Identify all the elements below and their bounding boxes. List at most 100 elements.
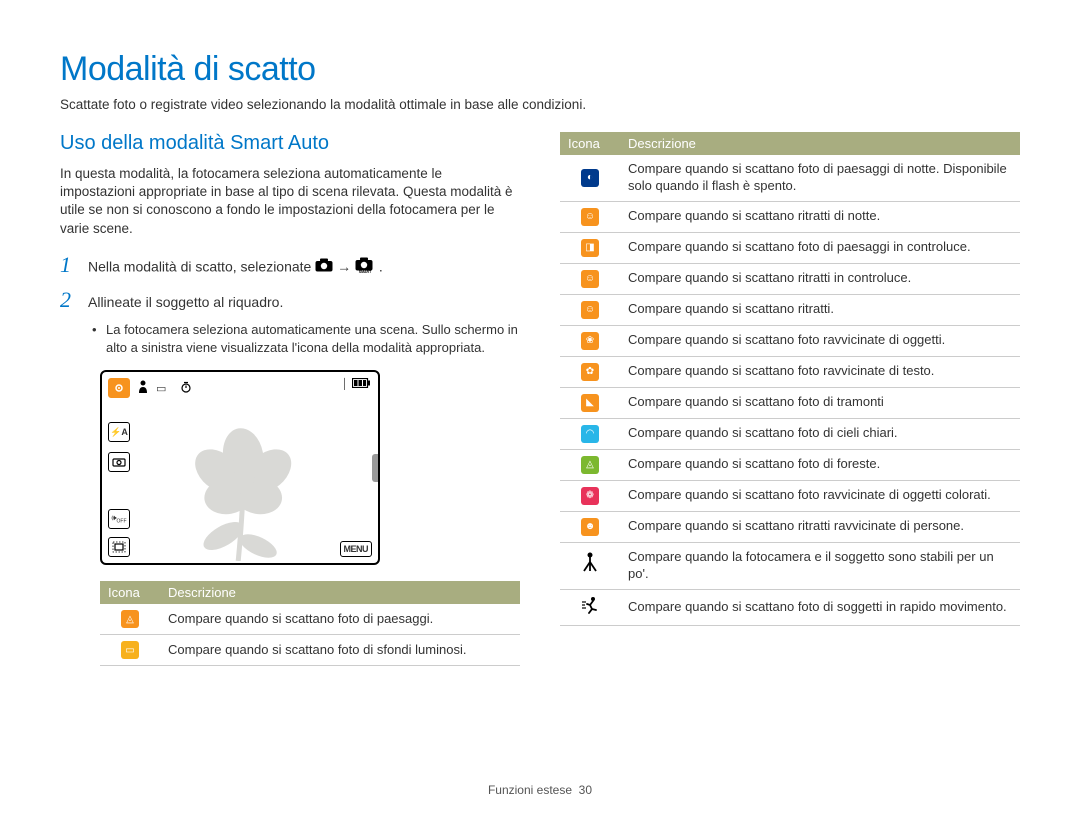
left-column: Uso della modalità Smart Auto In questa … [60,132,520,666]
desc-cell: Compare quando la fotocamera e il sogget… [620,542,1020,589]
camera-smart-icon: SMART [355,257,375,279]
icon-cell: ☻ [560,511,620,542]
desc-cell: Compare quando si scattano foto di paesa… [620,155,1020,201]
icon-cell: ◨ [560,232,620,263]
icon-cell: ☺ [560,263,620,294]
table-header-desc: Descrizione [620,132,1020,155]
macro-mode-icon [108,378,130,398]
footer-page-number: 30 [579,783,592,797]
table-row: Compare quando la fotocamera e il sogget… [560,542,1020,589]
scene-icon: ◣ [581,394,599,412]
desc-cell: Compare quando si scattano ritratti. [620,294,1020,325]
desc-cell: Compare quando si scattano foto di sfond… [160,635,520,666]
icon-cell: ◐ [560,155,620,201]
step-bullet: La fotocamera seleziona automaticamente … [106,321,520,356]
scene-icon: ☻ [581,518,599,536]
table-row: ❁ Compare quando si scattano foto ravvici… [560,480,1020,511]
step-2: 2 Allineate il soggetto al riquadro. [60,287,520,313]
table-header-icon: Icona [100,581,160,604]
page-title: Modalità di scatto [60,50,1020,89]
desc-cell: Compare quando si scattano ritratti in c… [620,263,1020,294]
scene-icon: ☺ [581,270,599,288]
sound-off-icon: 🕪OFF [108,509,130,529]
flash-auto-icon: ⚡A [108,422,130,442]
table-row: ☺ Compare quando si scattano ritratti in … [560,263,1020,294]
icon-cell: ◠ [560,418,620,449]
svg-text:SMART: SMART [359,270,372,273]
scene-icon: ☺ [581,208,599,226]
right-icon-table: Icona Descrizione ◐ Compare quando si sca… [560,132,1020,626]
icon-cell: ❀ [560,325,620,356]
desc-cell: Compare quando si scattano foto ravvicin… [620,480,1020,511]
icon-cell: ☺ [560,294,620,325]
table-row: ◬Compare quando si scattano foto di fore… [560,449,1020,480]
scene-icon: ◐ [581,169,599,187]
desc-cell: Compare quando si scattano foto di paesa… [620,232,1020,263]
left-icon-table: Icona Descrizione ◬ Compare quando si sca… [100,581,520,666]
right-column: Icona Descrizione ◐ Compare quando si sca… [560,132,1020,666]
table-row: ◐ Compare quando si scattano foto di paes… [560,155,1020,201]
camera-switch-icon [108,452,130,472]
camera-icon [315,258,333,278]
person-indicator-icon [138,380,148,397]
scene-icon: ❁ [581,487,599,505]
table-row: ◨ Compare quando si scattano foto di paes… [560,232,1020,263]
icon-cell [560,542,620,589]
table-row: ✿ Compare quando si scattano foto ravvici… [560,356,1020,387]
step-text: Allineate il soggetto al riquadro. [88,293,283,313]
scene-icon: ▭ [121,641,139,659]
battery-icon [352,378,370,391]
page-subtitle: Scattate foto o registrate video selezio… [60,97,1020,112]
icon-cell: ◬ [560,449,620,480]
icon-cell: ❁ [560,480,620,511]
motion-icon [581,601,599,618]
icon-cell: ✿ [560,356,620,387]
desc-cell: Compare quando si scattano ritratti di n… [620,201,1020,232]
desc-cell: Compare quando si scattano foto ravvicin… [620,356,1020,387]
timer-icon [180,381,192,396]
section-title: Uso della modalità Smart Auto [60,132,520,155]
drawer-handle [372,454,380,482]
table-row: ❀ Compare quando si scattano foto ravvici… [560,325,1020,356]
scene-icon: ◠ [581,425,599,443]
desc-cell: Compare quando si scattano foto di paesa… [160,604,520,635]
step-1: 1 Nella modalità di scatto, selezionate … [60,252,520,279]
table-row: ☻ Compare quando si scattano ritratti rav… [560,511,1020,542]
table-header-icon: Icona [560,132,620,155]
table-row: ☺ Compare quando si scattano ritratti di … [560,201,1020,232]
icon-cell [560,589,620,626]
scene-icon: ◬ [121,610,139,628]
scene-icon: ✿ [581,363,599,381]
desc-cell: Compare quando si scattano foto di tramo… [620,387,1020,418]
step-number: 2 [60,287,88,313]
intro-paragraph: In questa modalità, la fotocamera selezi… [60,165,520,238]
page-footer: Funzioni estese 30 [0,783,1080,797]
two-column-layout: Uso della modalità Smart Auto In questa … [60,132,1020,666]
desc-cell: Compare quando si scattano foto ravvicin… [620,325,1020,356]
table-row: ◬ Compare quando si scattano foto di paes… [100,604,520,635]
table-row: ◣ Compare quando si scattano foto di tram… [560,387,1020,418]
tripod-icon [582,559,598,576]
icon-cell: ☺ [560,201,620,232]
table-header-desc: Descrizione [160,581,520,604]
icon-cell: ◣ [560,387,620,418]
desc-cell: Compare quando si scattano foto di fores… [620,449,1020,480]
table-row: ◠ Compare quando si scattano foto di ciel… [560,418,1020,449]
stabilizer-icon [108,537,130,557]
desc-cell: Compare quando si scattano foto di cieli… [620,418,1020,449]
camera-preview: ▭ │ ⚡A 🕪OFF [100,370,380,565]
icon-cell: ▭ [100,635,160,666]
scene-icon: ◨ [581,239,599,257]
scene-icon: ❀ [581,332,599,350]
table-row: Compare quando si scattano foto di sogge… [560,589,1020,626]
menu-button: MENU [340,541,373,557]
footer-section: Funzioni estese [488,783,572,797]
scene-icon: ☺ [581,301,599,319]
icon-cell: ◬ [100,604,160,635]
step-text: Nella modalità di scatto, selezionate → … [88,257,383,279]
signal-icon: │ [342,379,348,390]
flower-silhouette [163,411,323,561]
desc-cell: Compare quando si scattano ritratti ravv… [620,511,1020,542]
step-number: 1 [60,252,88,278]
table-row: ☺ Compare quando si scattano ritratti. [560,294,1020,325]
